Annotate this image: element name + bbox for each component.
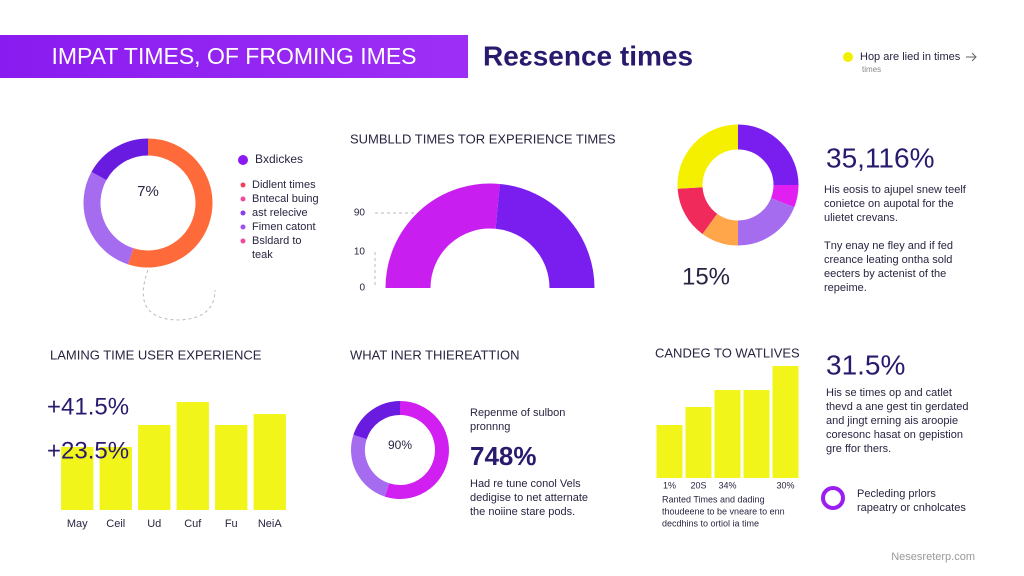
chart-title: WHAT INER THIEREATTION <box>350 347 520 362</box>
legend-item: Bsldard to <box>252 235 302 247</box>
tick-label: 90 <box>354 208 366 219</box>
text-line: rapeatry or cnholcates <box>857 502 966 514</box>
legend-dot <box>240 196 246 202</box>
arrow-icon <box>966 52 977 62</box>
big-number: 31.5% <box>826 349 905 380</box>
header-legend: Hop are lied in times <box>860 51 961 63</box>
bar <box>138 425 171 510</box>
text-line: Had re tune conol Vels <box>470 478 581 490</box>
ring-segment <box>385 183 500 289</box>
legend-dot <box>240 210 246 216</box>
text-line: thevd a ane gest tin gerdated <box>826 401 969 413</box>
text-line: creance leating ontha sold <box>824 254 952 266</box>
bar <box>176 402 209 510</box>
header-title: IMPAT TIMES, OF FROMING IMES <box>51 43 416 69</box>
x-tick-label: 34% <box>718 480 736 490</box>
text-line: and jingt erning ais aroopie <box>826 415 958 427</box>
legend-dot <box>240 224 246 230</box>
bar <box>714 390 741 478</box>
bar <box>99 447 132 510</box>
text-line: dedigise to net atternate <box>470 492 588 504</box>
legend-title: Bxdickes <box>255 152 303 166</box>
x-tick-label: 1% <box>663 480 676 490</box>
decor <box>142 269 216 321</box>
legend-item: ast relecive <box>252 207 308 219</box>
center-label: 15% <box>682 263 730 290</box>
ring-segment <box>702 213 739 246</box>
tick-label: 10 <box>354 247 366 258</box>
bar <box>772 366 799 478</box>
x-tick-label: Fu <box>225 518 238 530</box>
bar <box>61 447 94 510</box>
text-line: Tny enay ne fley and if fed <box>824 240 953 252</box>
bar <box>685 407 712 478</box>
chart-title: CANDEG TO WATLIVES <box>655 345 800 360</box>
bar <box>253 414 286 510</box>
legend-item: Didlent times <box>252 179 316 191</box>
text-line: Repenme of sulbon <box>470 407 565 419</box>
center-label: 90% <box>388 438 412 452</box>
legend-item: Fimen catont <box>252 221 316 233</box>
text-line: gre ffor thers. <box>826 443 891 455</box>
ring-segment <box>737 197 795 246</box>
ring-segment <box>494 183 595 289</box>
text-line: ulietet crevans. <box>824 212 898 224</box>
big-number: 748% <box>470 441 537 471</box>
overlay-label: +41.5% <box>47 393 129 420</box>
chart-title: LAMING TIME USER EXPERIENCE <box>50 347 262 362</box>
legend-dot <box>240 182 246 188</box>
footer: Nesesreterp.com <box>891 551 975 563</box>
text-line: Ranted Times and dading <box>662 494 765 504</box>
ring-segment <box>353 401 401 440</box>
overlay-label: +23.5% <box>47 437 129 464</box>
text-line: the noiine stare pods. <box>470 506 575 518</box>
x-tick-label: 30% <box>776 480 794 490</box>
ring-segment <box>384 401 449 499</box>
text-line: eecters by actenist of the <box>824 268 946 280</box>
text-line: thoudeene to be vneare to enn <box>662 506 785 516</box>
header-legend-sub: times <box>862 65 881 74</box>
text-line: pronnng <box>470 421 510 433</box>
text-line: His se times op and catlet <box>826 387 952 399</box>
bar <box>215 425 248 510</box>
legend-item: Bntecal buing <box>252 193 319 205</box>
ring-segment <box>351 434 390 497</box>
x-tick-label: Cuf <box>184 518 202 530</box>
ring-segment <box>677 124 739 189</box>
center-label: 7% <box>137 183 159 200</box>
legend-dot <box>843 52 853 62</box>
text-line: conietce on aupotal for the <box>824 198 954 210</box>
x-tick-label: NeiA <box>258 518 283 530</box>
search-icon <box>821 486 845 510</box>
bar <box>656 425 683 478</box>
ring-segment <box>91 138 149 181</box>
x-tick-label: May <box>67 518 88 530</box>
ring-segment <box>737 124 799 186</box>
x-tick-label: Ud <box>147 518 161 530</box>
chart-title: SUMBLLD TIMES TOR EXPERIENCE TIMES <box>350 131 616 146</box>
legend-item: teak <box>252 249 273 261</box>
legend-dot <box>238 155 248 165</box>
header-band <box>0 35 468 78</box>
ring-segment <box>677 186 718 234</box>
text-line: repeime. <box>824 282 867 294</box>
header-subtitle: Reɛsence times <box>483 40 693 71</box>
text-line: decdhins to ortiol ia time <box>662 518 759 528</box>
x-tick-label: Ceil <box>106 518 125 530</box>
bar <box>743 390 770 478</box>
ring-segment <box>128 138 213 268</box>
text-line: coresonc hasat on gepistion <box>826 429 963 441</box>
big-number: 35,116% <box>826 142 934 173</box>
x-tick-label: 20S <box>690 480 706 490</box>
tick-label: 0 <box>359 283 365 294</box>
ring-segment <box>770 184 799 208</box>
text-line: Pecleding prlors <box>857 488 936 500</box>
legend-dot <box>240 238 246 244</box>
text-line: His eosis to ajupel snew teelf <box>824 184 967 196</box>
ring-segment <box>83 171 134 265</box>
